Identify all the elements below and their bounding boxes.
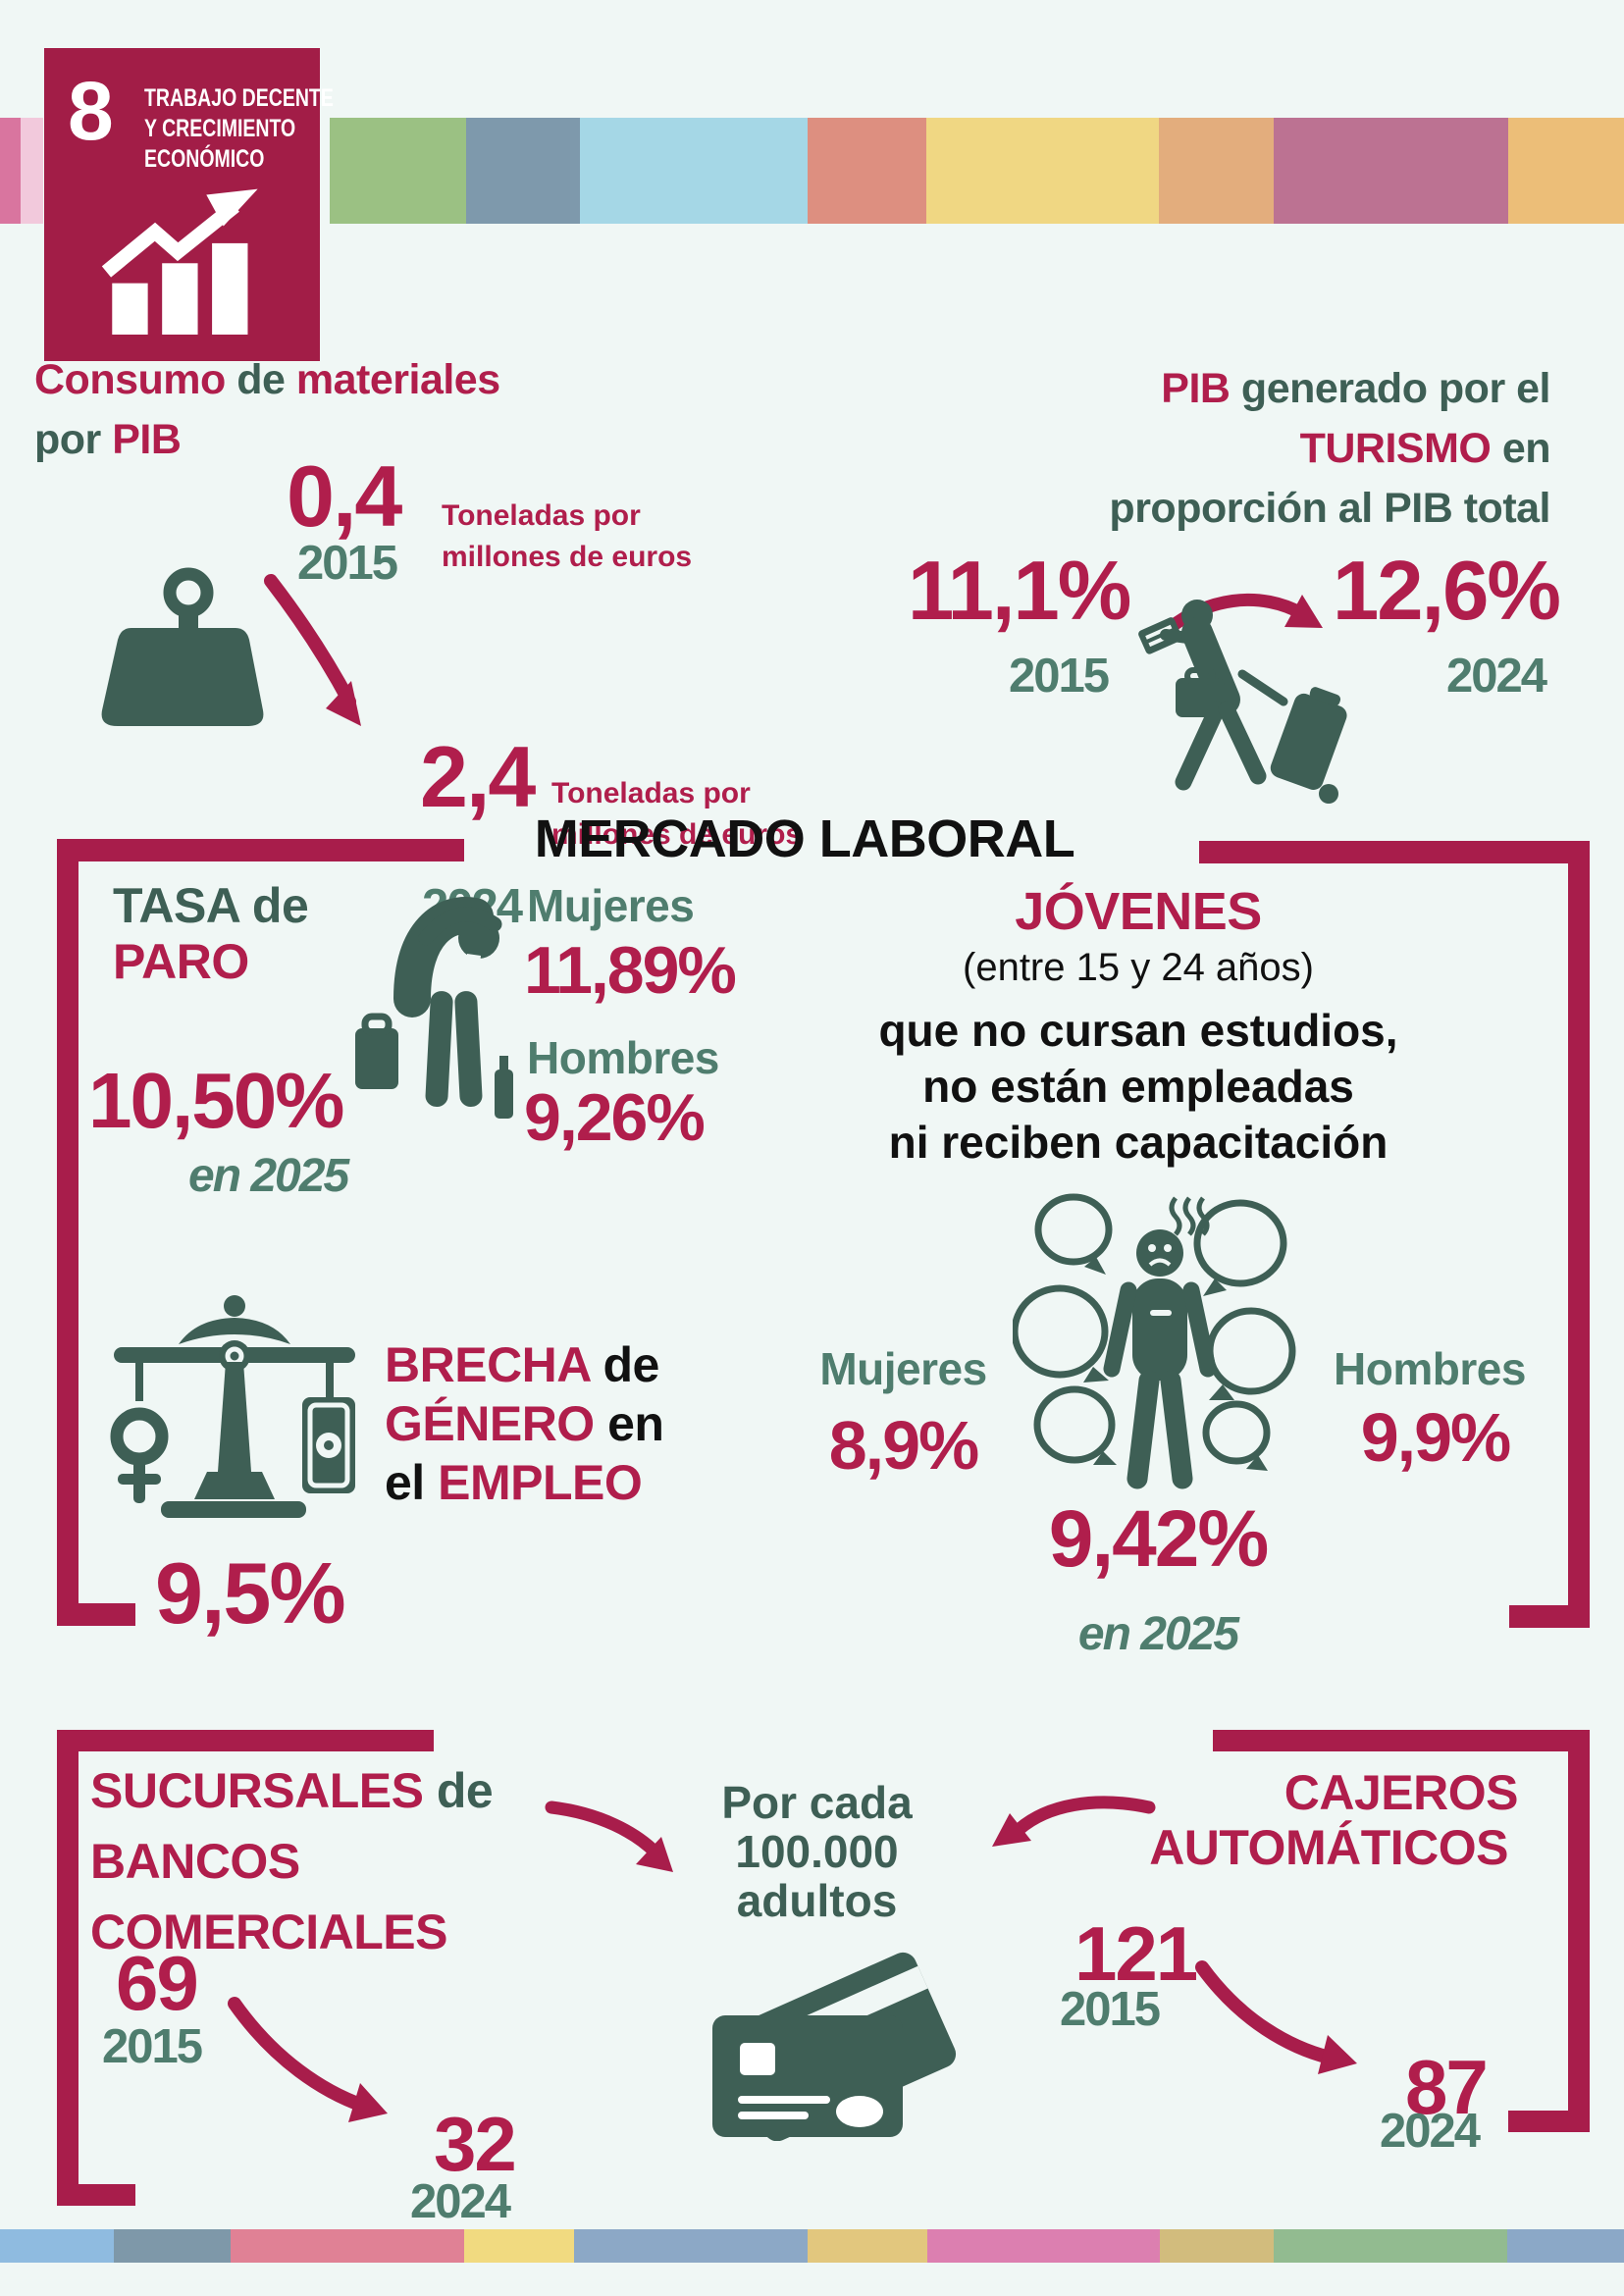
paro-title-line2: PARO [113, 934, 249, 989]
decline-arrow-materials [264, 574, 361, 726]
materials-title-line2: por PIB [34, 416, 182, 463]
banking-bracket-left-foot [57, 2184, 135, 2206]
sdg-goal-number: 8 [68, 65, 114, 157]
materials-unit-2015: Toneladas por millones de euros [442, 499, 693, 573]
band-segment [808, 118, 926, 224]
brecha-title-line1: BRECHA de [385, 1337, 659, 1392]
decline-arrow-cajeros [1195, 1960, 1357, 2074]
sucursales-title-line2: BANCOS [90, 1834, 300, 1889]
band-segment [580, 118, 808, 224]
tourism-year-2015: 2015 [1009, 650, 1110, 703]
tourism-value-2015: 11,1% [908, 545, 1131, 638]
weight-icon [101, 567, 264, 726]
per-capita-label: Por cada 100.000 adultos [721, 1777, 913, 1926]
jovenes-description: que no cursan estudios, no están emplead… [878, 1005, 1398, 1168]
band-segment [1159, 118, 1274, 224]
bottom-color-band [0, 2229, 1624, 2263]
labor-bracket-right-top [1199, 841, 1590, 863]
brecha-title-line2: GÉNERO en [385, 1396, 664, 1451]
banking-bracket-right-top [1213, 1730, 1590, 1751]
band-segment [1507, 2229, 1624, 2263]
band-segment [231, 2229, 464, 2263]
paro-title-line1: TASA de [113, 878, 309, 933]
tourism-year-2024: 2024 [1446, 650, 1547, 703]
top-color-band [0, 118, 1624, 224]
band-segment [21, 118, 43, 224]
paro-total-value: 10,50% [88, 1057, 344, 1144]
labor-bracket-right-side [1568, 841, 1590, 1628]
sdg8-badge: 8 TRABAJO DECENTE Y CRECIMIENTO ECONÓMIC… [44, 48, 334, 361]
band-segment [1160, 2229, 1274, 2263]
jovenes-subtitle: (entre 15 y 24 años) [963, 946, 1314, 989]
cajeros-value-2024: 87 [1405, 2044, 1489, 2130]
materials-value-2015: 0,4 [287, 447, 402, 545]
band-segment [926, 118, 1159, 224]
labor-bracket-left-top [57, 839, 464, 861]
traveler-icon [1138, 600, 1347, 804]
materials-value-2024: 2,4 [420, 728, 536, 825]
band-segment [1508, 118, 1624, 224]
unemployed-person-icon [355, 897, 513, 1119]
sdg-goal-title: TRABAJO DECENTE Y CRECIMIENTO ECONÓMICO [144, 84, 334, 173]
tourism-title: PIB generado por el TURISMO en proporció… [1109, 365, 1550, 532]
paro-female-value: 11,89% [524, 933, 737, 1008]
materials-year-2015: 2015 [297, 537, 398, 590]
arrow-sucursales-to-center [545, 1800, 673, 1872]
band-segment [464, 2229, 574, 2263]
gender-pay-scale-icon [110, 1295, 355, 1518]
cajeros-year-2015: 2015 [1060, 1983, 1161, 2036]
paro-female-label: Mujeres [527, 880, 695, 931]
jovenes-title: JÓVENES [1015, 882, 1262, 941]
paro-year: en 2025 [188, 1150, 349, 1202]
band-segment [927, 2229, 1160, 2263]
credit-cards-icon [712, 1952, 957, 2141]
stressed-youth-icon [1013, 1193, 1296, 1489]
brecha-value: 9,5% [155, 1544, 346, 1642]
tourism-value-2024: 12,6% [1333, 545, 1561, 638]
sucursales-year-2015: 2015 [102, 2020, 203, 2073]
band-segment [0, 118, 21, 224]
decline-arrow-sucursales [228, 1997, 388, 2122]
labor-bracket-left-foot [57, 1603, 135, 1626]
sucursales-year-2024: 2024 [410, 2175, 511, 2228]
arrow-cajeros-to-center [992, 1796, 1156, 1847]
jovenes-year: en 2025 [1077, 1608, 1239, 1660]
sucursales-value-2024: 32 [434, 2101, 517, 2187]
cajeros-year-2024: 2024 [1380, 2105, 1481, 2158]
cajeros-title-line2: AUTOMÁTICOS [1149, 1820, 1508, 1875]
sucursales-title-line3: COMERCIALES [90, 1905, 447, 1959]
sucursales-title-line1: SUCURSALES de [90, 1763, 494, 1818]
labor-bracket-right-foot [1509, 1605, 1590, 1628]
jovenes-total-value: 9,42% [1048, 1494, 1270, 1584]
jovenes-male-label: Hombres [1334, 1343, 1526, 1394]
band-segment [574, 2229, 808, 2263]
cajeros-title-line1: CAJEROS [1283, 1765, 1519, 1820]
cajeros-value-2015: 121 [1074, 1910, 1198, 1997]
jovenes-male-value: 9,9% [1360, 1399, 1512, 1476]
paro-male-label: Hombres [527, 1032, 719, 1083]
banking-bracket-right-side [1568, 1730, 1590, 2132]
paro-male-value: 9,26% [524, 1080, 706, 1155]
banking-bracket-left-top [57, 1730, 434, 1751]
band-segment [1274, 118, 1508, 224]
banking-bracket-right-foot [1508, 2111, 1590, 2132]
jovenes-female-value: 8,9% [828, 1407, 980, 1484]
band-segment [0, 2229, 114, 2263]
band-segment [808, 2229, 927, 2263]
band-segment [114, 2229, 231, 2263]
labor-bracket-left-side [57, 839, 79, 1626]
brecha-title-line3: el EMPLEO [385, 1455, 643, 1510]
band-segment [466, 118, 580, 224]
banking-bracket-left-side [57, 1730, 79, 2206]
growth-chart-icon [101, 188, 258, 335]
materials-unit-2024: Toneladas por millones de euros [551, 777, 803, 851]
sucursales-value-2015: 69 [116, 1940, 199, 2026]
band-segment [1274, 2229, 1507, 2263]
band-segment [330, 118, 466, 224]
labor-section-title: MERCADO LABORAL [534, 809, 1075, 868]
materials-title-line1: Consumo de materiales [34, 356, 500, 403]
jovenes-female-label: Mujeres [819, 1343, 987, 1394]
